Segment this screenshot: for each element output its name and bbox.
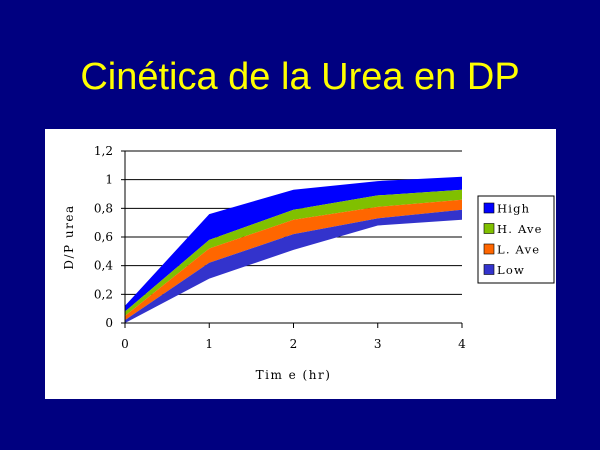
y-tick-label: 0,4 — [94, 259, 113, 273]
legend-label: High — [497, 202, 530, 216]
legend-layer: High H. Ave L. Ave Low — [477, 195, 555, 284]
area-band-high — [125, 176, 462, 312]
x-tick-label: 0 — [121, 337, 129, 351]
x-axis-label: Tim e (hr) — [256, 368, 332, 382]
legend-label: Low — [497, 263, 525, 277]
y-axis-label: D/P urea — [62, 204, 76, 269]
chart-panel: 0 0,2 0,4 0,6 0,8 1 1,2 0 1 2 3 4 Tim e (hr) D/P urea… — [45, 129, 556, 399]
x-tick-label: 4 — [458, 337, 466, 351]
legend-label: H. Ave — [497, 222, 543, 236]
area-layer — [125, 176, 462, 323]
y-tick-label: 0,2 — [94, 287, 113, 301]
y-tick-label: 1,2 — [94, 144, 113, 158]
y-tick-label: 0,8 — [94, 201, 113, 215]
legend-swatch — [483, 243, 495, 255]
chart-svg: 0 0,2 0,4 0,6 0,8 1 1,2 0 1 2 3 4 Tim e (hr) D/P urea… — [62, 144, 555, 382]
legend-swatch — [483, 264, 495, 275]
legend-swatch — [483, 223, 495, 234]
label-layer: 0 0,2 0,4 0,6 0,8 1 1,2 0 1 2 3 4 Tim e (hr) D/P urea — [62, 144, 466, 382]
area-band-h-ave — [125, 189, 462, 316]
x-tick-label: 1 — [205, 337, 213, 351]
legend-label: L. Ave — [497, 243, 540, 257]
x-tick-label: 3 — [374, 337, 382, 351]
slide-title: Cinética de la Urea en DP — [80, 56, 520, 98]
y-tick-label: 1 — [105, 173, 113, 187]
area-band-l-ave — [125, 199, 462, 321]
y-tick-label: 0 — [105, 316, 113, 330]
y-tick-label: 0,6 — [94, 230, 113, 244]
area-band-low — [125, 209, 462, 323]
x-tick-label: 2 — [290, 337, 298, 351]
legend-swatch — [483, 202, 495, 214]
axis-layer — [121, 150, 463, 328]
